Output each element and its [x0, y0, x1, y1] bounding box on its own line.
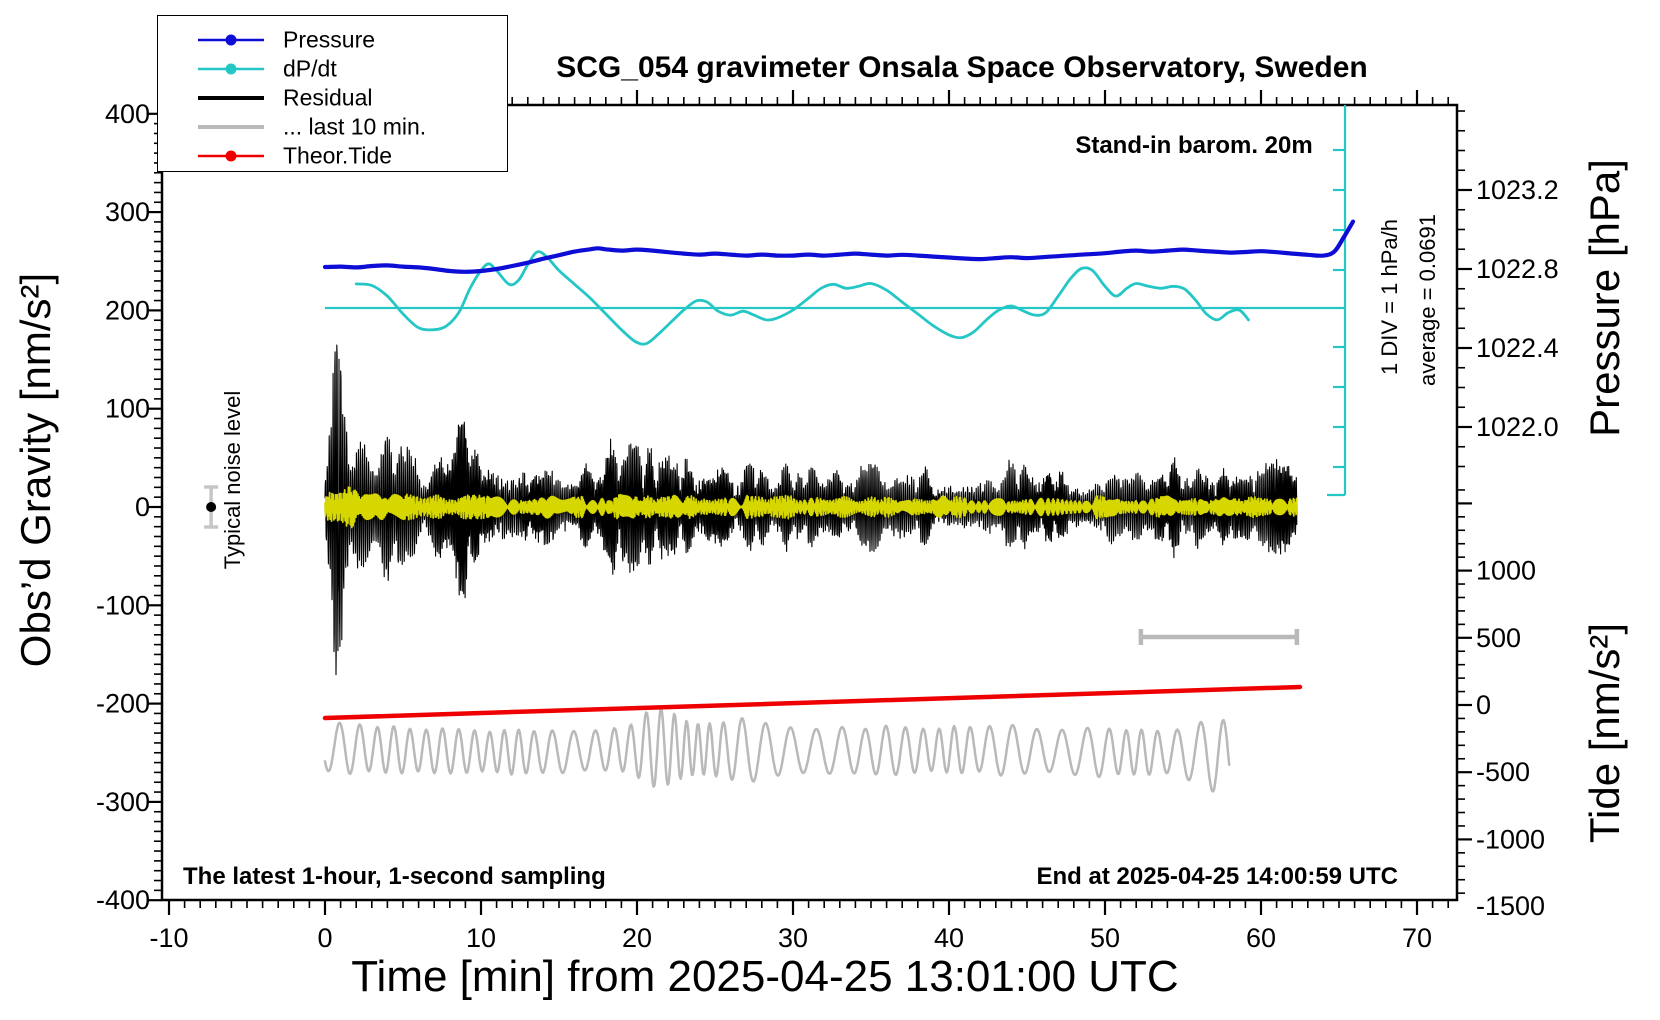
- axes: -10 0 10 20 30 40 50 60 704003002001000-100-200-…: [96, 90, 1559, 953]
- dpdt-ruler: [325, 105, 1347, 497]
- residual-filtered-yellow-curve: [324, 486, 1298, 529]
- standin-barometer-note: Stand-in barom. 20m: [1075, 132, 1313, 159]
- svg-text:60: 60: [1246, 923, 1276, 953]
- svg-text:400: 400: [105, 99, 150, 129]
- theor-tide-curve: [322, 684, 1303, 721]
- legend-item-label: Residual: [283, 84, 373, 111]
- svg-text:-200: -200: [96, 689, 150, 719]
- typical-noise-label: Typical noise level: [220, 390, 245, 570]
- legend-item-label: dP/dt: [283, 55, 337, 82]
- svg-text:70: 70: [1402, 923, 1432, 953]
- legend-sample-5: [198, 150, 264, 162]
- legend-item-label: ... last 10 min.: [283, 113, 427, 140]
- svg-text:1023.2: 1023.2: [1476, 175, 1559, 205]
- svg-text:0: 0: [1476, 690, 1491, 720]
- sampling-note: The latest 1-hour, 1-second sampling: [183, 863, 606, 890]
- last10-scale-bar: [1138, 629, 1300, 645]
- legend: Pressure dP/dt Residual... last 10 min. The…: [157, 15, 508, 172]
- svg-text:1022.4: 1022.4: [1476, 333, 1559, 363]
- svg-text:200: 200: [105, 295, 150, 325]
- svg-text:-100: -100: [96, 590, 150, 620]
- svg-text:-500: -500: [1476, 757, 1530, 787]
- page-title: SCG_054 gravimeter Onsala Space Observat…: [556, 51, 1368, 84]
- svg-text:1000: 1000: [1476, 556, 1536, 586]
- x-axis-title: Time [min] from 2025-04-25 13:01:00 UTC: [351, 952, 1179, 1001]
- svg-text:30: 30: [778, 923, 808, 953]
- legend-item: Theor.Tide: [158, 142, 507, 170]
- legend-sample-3: [198, 96, 264, 100]
- left-axis-title: Obs’d Gravity [nm/s²]: [12, 272, 59, 668]
- svg-text:10: 10: [466, 923, 496, 953]
- tide-axis-title: Tide [nm/s²]: [1581, 622, 1628, 844]
- dpdt-curve: [354, 250, 1250, 346]
- legend-sample-2: [198, 63, 264, 75]
- legend-sample-1: [198, 34, 264, 46]
- svg-text:1022.8: 1022.8: [1476, 254, 1559, 284]
- legend-item: ... last 10 min.: [158, 113, 507, 141]
- typical-noise-dot: [206, 502, 217, 512]
- legend-item: Pressure: [158, 26, 507, 54]
- svg-text:100: 100: [105, 394, 150, 424]
- legend-item-label: Pressure: [283, 26, 376, 53]
- legend-item: Residual: [158, 84, 507, 112]
- svg-text:-300: -300: [96, 787, 150, 817]
- average-label: average = 0.0691: [1415, 214, 1440, 386]
- residual-curve: [324, 344, 1298, 676]
- pressure-curve: [322, 219, 1356, 274]
- pressure-axis-title: Pressure [hPa]: [1581, 159, 1628, 437]
- svg-text:-1500: -1500: [1476, 891, 1545, 921]
- svg-text:0: 0: [317, 923, 332, 953]
- div-scale-label: 1 DIV = 1 hPa/h: [1377, 219, 1402, 375]
- end-time-note: End at 2025-04-25 14:00:59 UTC: [1036, 863, 1399, 890]
- svg-text:1022.0: 1022.0: [1476, 412, 1559, 442]
- svg-text:-10: -10: [149, 923, 188, 953]
- legend-item-label: Theor.Tide: [283, 142, 393, 169]
- svg-text:-400: -400: [96, 885, 150, 915]
- svg-text:500: 500: [1476, 623, 1521, 653]
- residual-last10-curve: [323, 707, 1231, 793]
- svg-text:40: 40: [934, 923, 964, 953]
- svg-text:20: 20: [622, 923, 652, 953]
- legend-item: dP/dt: [158, 55, 507, 83]
- svg-text:0: 0: [135, 492, 150, 522]
- legend-sample-4: [198, 125, 264, 129]
- typical-noise-marker: [204, 485, 219, 529]
- svg-text:300: 300: [105, 197, 150, 227]
- svg-text:50: 50: [1090, 923, 1120, 953]
- svg-text:-1000: -1000: [1476, 824, 1545, 854]
